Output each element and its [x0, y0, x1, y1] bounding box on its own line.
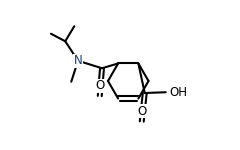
Text: N: N: [74, 54, 82, 67]
Text: O: O: [95, 79, 104, 92]
Text: OH: OH: [169, 86, 187, 99]
Text: O: O: [137, 105, 146, 118]
